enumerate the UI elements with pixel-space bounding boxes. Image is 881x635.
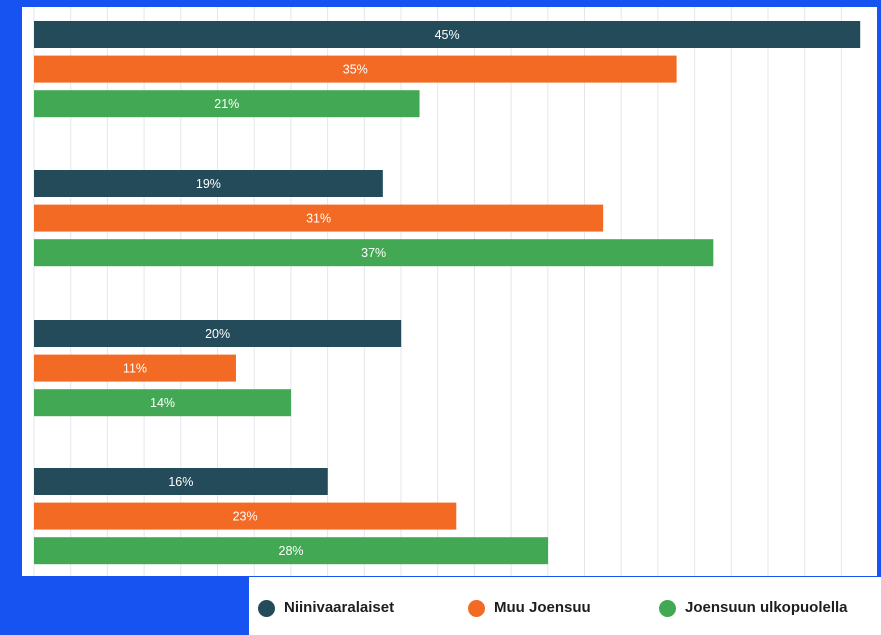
bar[interactable]: [34, 389, 292, 417]
data-label: 14%: [150, 396, 175, 410]
data-label: 20%: [205, 327, 230, 341]
data-label: 45%: [435, 28, 460, 42]
bar[interactable]: [34, 55, 677, 83]
data-label: 21%: [214, 97, 239, 111]
bar[interactable]: [34, 90, 420, 118]
data-label: 31%: [306, 212, 331, 226]
data-label: 19%: [196, 177, 221, 191]
legend-marker-niinivaaralaiset: [258, 599, 275, 617]
legend-item-muu-joensuu[interactable]: Muu Joensuu: [468, 597, 591, 619]
data-label: 23%: [233, 510, 258, 524]
legend-label: Niinivaaralaiset: [284, 599, 395, 616]
legend-marker-joensuun-ulkopuolella: [659, 599, 676, 617]
bar[interactable]: [34, 537, 549, 565]
legend: Niinivaaralaiset Muu Joensuu Joensuun ul…: [249, 577, 881, 635]
data-label: 37%: [361, 246, 386, 260]
legend-label: Muu Joensuu: [494, 599, 591, 616]
data-label: 16%: [168, 475, 193, 489]
legend-marker-muu-joensuu: [468, 599, 485, 617]
legend-item-niinivaaralaiset[interactable]: Niinivaaralaiset: [258, 597, 394, 619]
bar[interactable]: [34, 170, 383, 197]
legend-label: Joensuun ulkopuolella: [685, 599, 848, 616]
data-label: 35%: [343, 63, 368, 77]
data-label: 11%: [123, 362, 147, 376]
bar[interactable]: [34, 502, 457, 530]
bar-chart: 45% 35% 21% 19% 31% 37% 20% 11% 14% 16% 23% 28%: [33, 7, 861, 576]
bar[interactable]: [34, 239, 714, 267]
bar[interactable]: [34, 320, 402, 347]
bar[interactable]: [34, 204, 604, 232]
bar[interactable]: [34, 468, 328, 495]
legend-item-joensuun-ulkopuolella[interactable]: Joensuun ulkopuolella: [659, 597, 848, 619]
plot-area: 45% 35% 21% 19% 31% 37% 20% 11% 14% 16% 23% 28%: [22, 7, 877, 576]
bars: 45% 35% 21% 19% 31% 37% 20% 11% 14% 16% 23% 28%: [34, 21, 861, 565]
bar[interactable]: [34, 354, 236, 382]
bar[interactable]: [34, 21, 861, 48]
data-label: 28%: [279, 544, 304, 558]
